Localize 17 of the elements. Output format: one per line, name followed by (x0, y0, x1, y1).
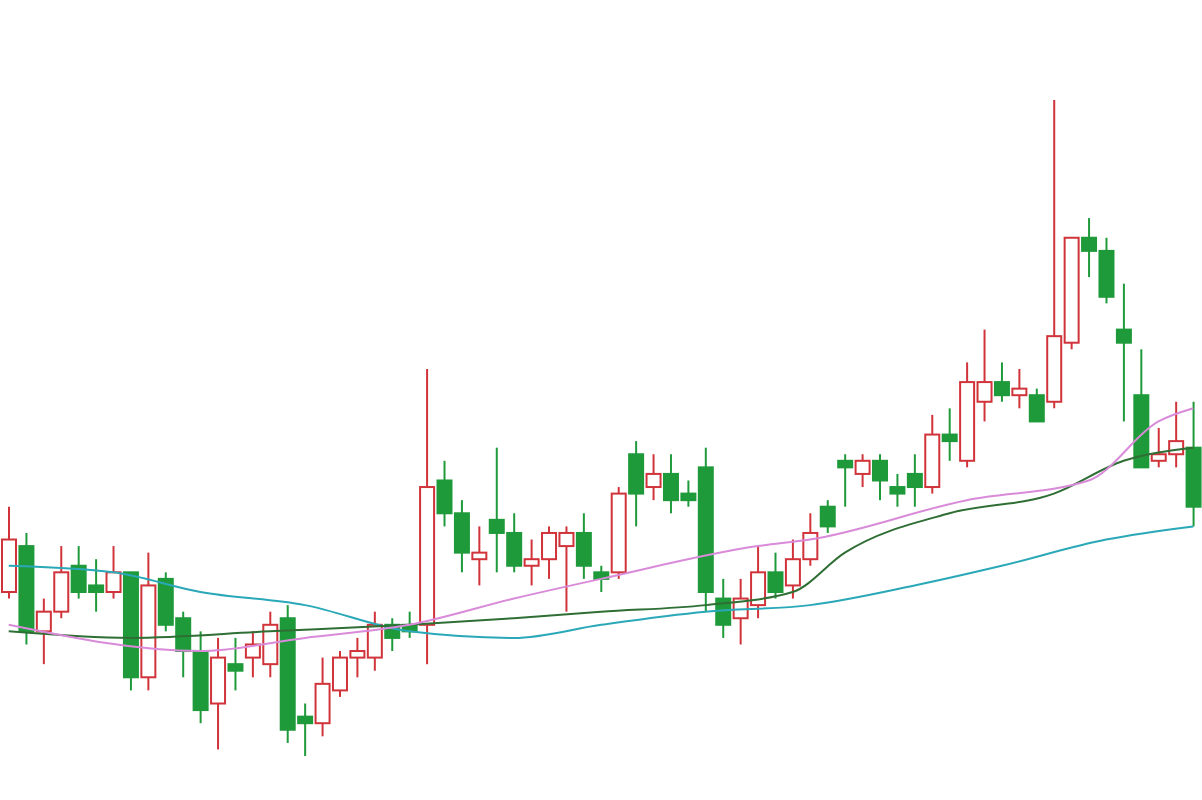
candlestick (854, 453, 871, 489)
candlestick (105, 545, 122, 600)
candlestick (1011, 367, 1028, 410)
candlestick (993, 361, 1010, 403)
candlestick (1115, 282, 1132, 423)
candlestick (872, 453, 889, 502)
candlestick (471, 525, 488, 587)
candlestick (767, 551, 784, 600)
candlestick (819, 499, 836, 534)
candlestick (837, 453, 854, 508)
candlestick (210, 636, 227, 751)
candlestick (645, 453, 662, 502)
candlestick (628, 440, 645, 528)
candlestick (227, 636, 244, 692)
candlestick (575, 512, 592, 580)
candlestick (1028, 387, 1045, 423)
candlestick (941, 407, 958, 462)
